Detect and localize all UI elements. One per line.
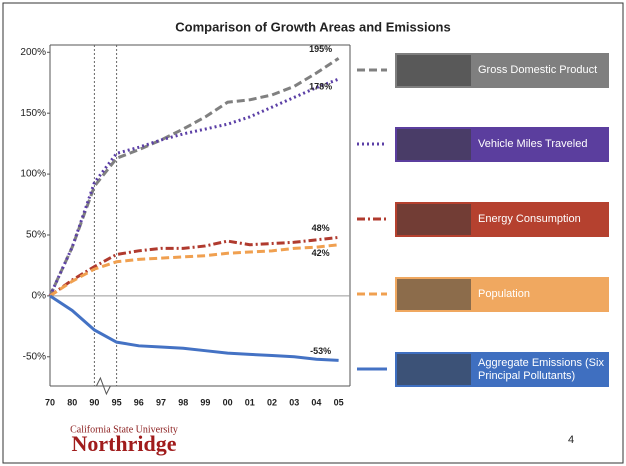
legend-label: Population [478, 288, 530, 300]
value-label: 178% [309, 81, 332, 91]
series-line [48, 77, 340, 297]
legend-label: Aggregate Emissions (Six Principal Pollu… [478, 356, 604, 382]
legend-label-box: Population [478, 288, 530, 300]
axis-break [95, 376, 111, 396]
legend-photo [397, 279, 471, 310]
chart-title: Comparison of Growth Areas and Emissions [175, 19, 450, 34]
value-label: 195% [309, 44, 332, 54]
legend-photo [397, 354, 471, 385]
legend-photo [397, 204, 471, 235]
x-tick-label: 02 [267, 397, 277, 407]
x-tick-label: 04 [311, 397, 321, 407]
page-number: 4 [568, 434, 574, 446]
x-tick-label: 95 [112, 397, 122, 407]
legend-label: Energy Consumption [478, 213, 581, 225]
y-tick-label: 100% [20, 169, 46, 180]
y-tick-label: 150% [20, 108, 46, 119]
legend-label-box: Aggregate Emissions (Six Principal Pollu… [478, 356, 604, 382]
y-tick-label: -50% [23, 351, 46, 362]
x-tick-label: 70 [45, 397, 55, 407]
x-tick-label: 01 [245, 397, 255, 407]
legend-label: Vehicle Miles Traveled [478, 138, 588, 150]
y-tick-label: 50% [26, 230, 46, 241]
value-label: 48% [312, 223, 330, 233]
logo-university: California State University [70, 424, 178, 435]
x-tick-label: 97 [156, 397, 166, 407]
legend-photo [397, 129, 471, 160]
series-line [48, 57, 340, 297]
legend-label: Gross Domestic Product [478, 64, 598, 76]
x-tick-label: 90 [89, 397, 99, 407]
x-tick-label: 80 [67, 397, 77, 407]
series-line [49, 235, 339, 298]
series-line [49, 294, 339, 362]
value-label: 42% [312, 248, 330, 258]
x-tick-label: 03 [289, 397, 299, 407]
legend-label-box: Gross Domestic Product [478, 64, 598, 76]
x-tick-label: 99 [200, 397, 210, 407]
x-tick-label: 98 [178, 397, 188, 407]
logo-name: Northridge [71, 431, 176, 456]
legend-photo [397, 55, 471, 86]
x-tick-label: 00 [223, 397, 233, 407]
value-label: -53% [310, 346, 331, 356]
legend-label-box: Vehicle Miles Traveled [478, 138, 588, 150]
x-tick-label: 96 [134, 397, 144, 407]
x-tick-label: 05 [334, 397, 344, 407]
series-line [49, 243, 339, 298]
legend-label-box: Energy Consumption [478, 213, 581, 225]
y-tick-label: 200% [20, 47, 46, 58]
y-tick-label: 0% [32, 291, 47, 302]
